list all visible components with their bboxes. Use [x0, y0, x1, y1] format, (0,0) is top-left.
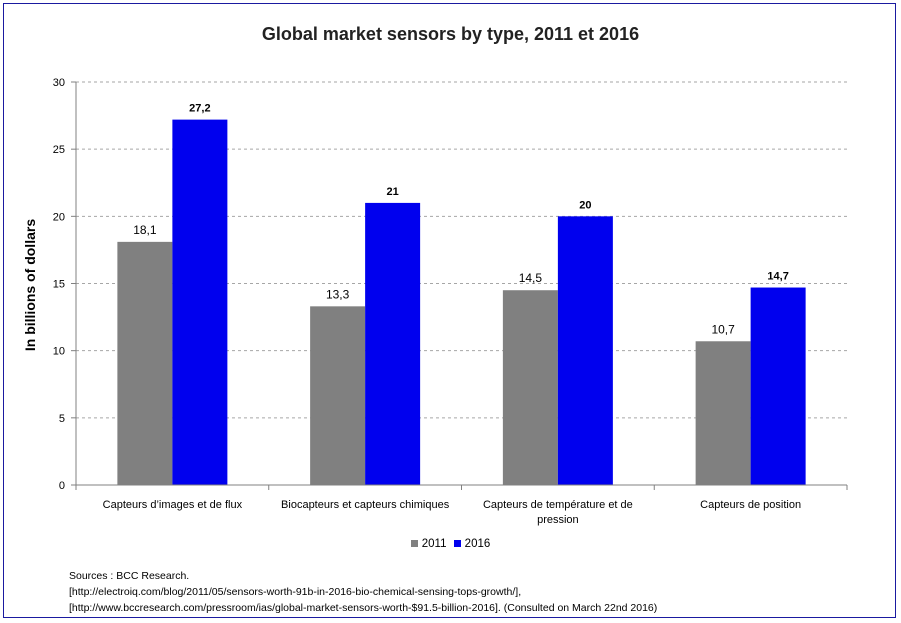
legend-item-2016: 2016	[453, 538, 491, 550]
data-label-2011: 14,5	[519, 271, 543, 285]
y-tick-label: 10	[53, 346, 65, 358]
bar-2016	[172, 119, 228, 485]
legend-label-2011: 2011	[421, 538, 447, 550]
data-label-2011: 18,1	[133, 223, 157, 237]
bar-2016	[557, 216, 613, 486]
chart-title: Global market sensors by type, 2011 et 2…	[261, 24, 640, 44]
bar-2011	[502, 290, 558, 485]
legend-swatch-2016	[453, 540, 461, 547]
y-tick-label: 0	[59, 480, 65, 492]
data-label-2011: 10,7	[711, 322, 735, 336]
legend-item-2011: 2011	[410, 538, 447, 550]
axes	[71, 81, 848, 490]
legend: 2011 2016	[0, 538, 901, 550]
sources-line: [http://electroiq.com/blog/2011/05/senso…	[69, 586, 522, 598]
y-axis-label: In billions of dollars	[22, 218, 38, 352]
data-label-2016: 20	[579, 199, 591, 211]
data-label-2011: 13,3	[326, 287, 350, 301]
sources-line: [http://www.bccresearch.com/pressroom/ia…	[69, 602, 658, 614]
bar-2011	[310, 306, 366, 485]
y-tick-label: 5	[59, 413, 65, 425]
legend-swatch-2011	[410, 540, 418, 547]
data-label-2016: 27,2	[189, 103, 210, 115]
y-tick-label: 15	[53, 279, 65, 291]
bar-2011	[117, 241, 173, 485]
x-category-label: Capteurs de température et de	[483, 499, 633, 511]
sources-note: Sources : BCC Research. [http://electroi…	[69, 568, 657, 616]
data-label-2016: 21	[387, 186, 399, 198]
y-tick-label: 25	[53, 144, 65, 156]
x-category-label: pression	[537, 514, 579, 526]
bar-2011	[695, 341, 751, 485]
data-label-2016: 14,7	[767, 271, 788, 283]
y-tick-label: 20	[53, 211, 65, 223]
legend-label-2016: 2016	[464, 538, 491, 550]
x-category-label: Capteurs d’images et de flux	[103, 499, 243, 511]
labels: 0 5 10 15 20 25 30 18,1 27,2 Capteurs d’images et…	[53, 77, 801, 526]
x-category-label: Capteurs de position	[700, 499, 801, 511]
bar-2016	[365, 202, 421, 485]
bars	[117, 119, 806, 486]
x-category-label: Biocapteurs et capteurs chimiques	[281, 499, 450, 511]
bar-2016	[750, 287, 806, 485]
sources-line: Sources : BCC Research.	[69, 570, 190, 582]
y-tick-label: 30	[53, 77, 65, 89]
